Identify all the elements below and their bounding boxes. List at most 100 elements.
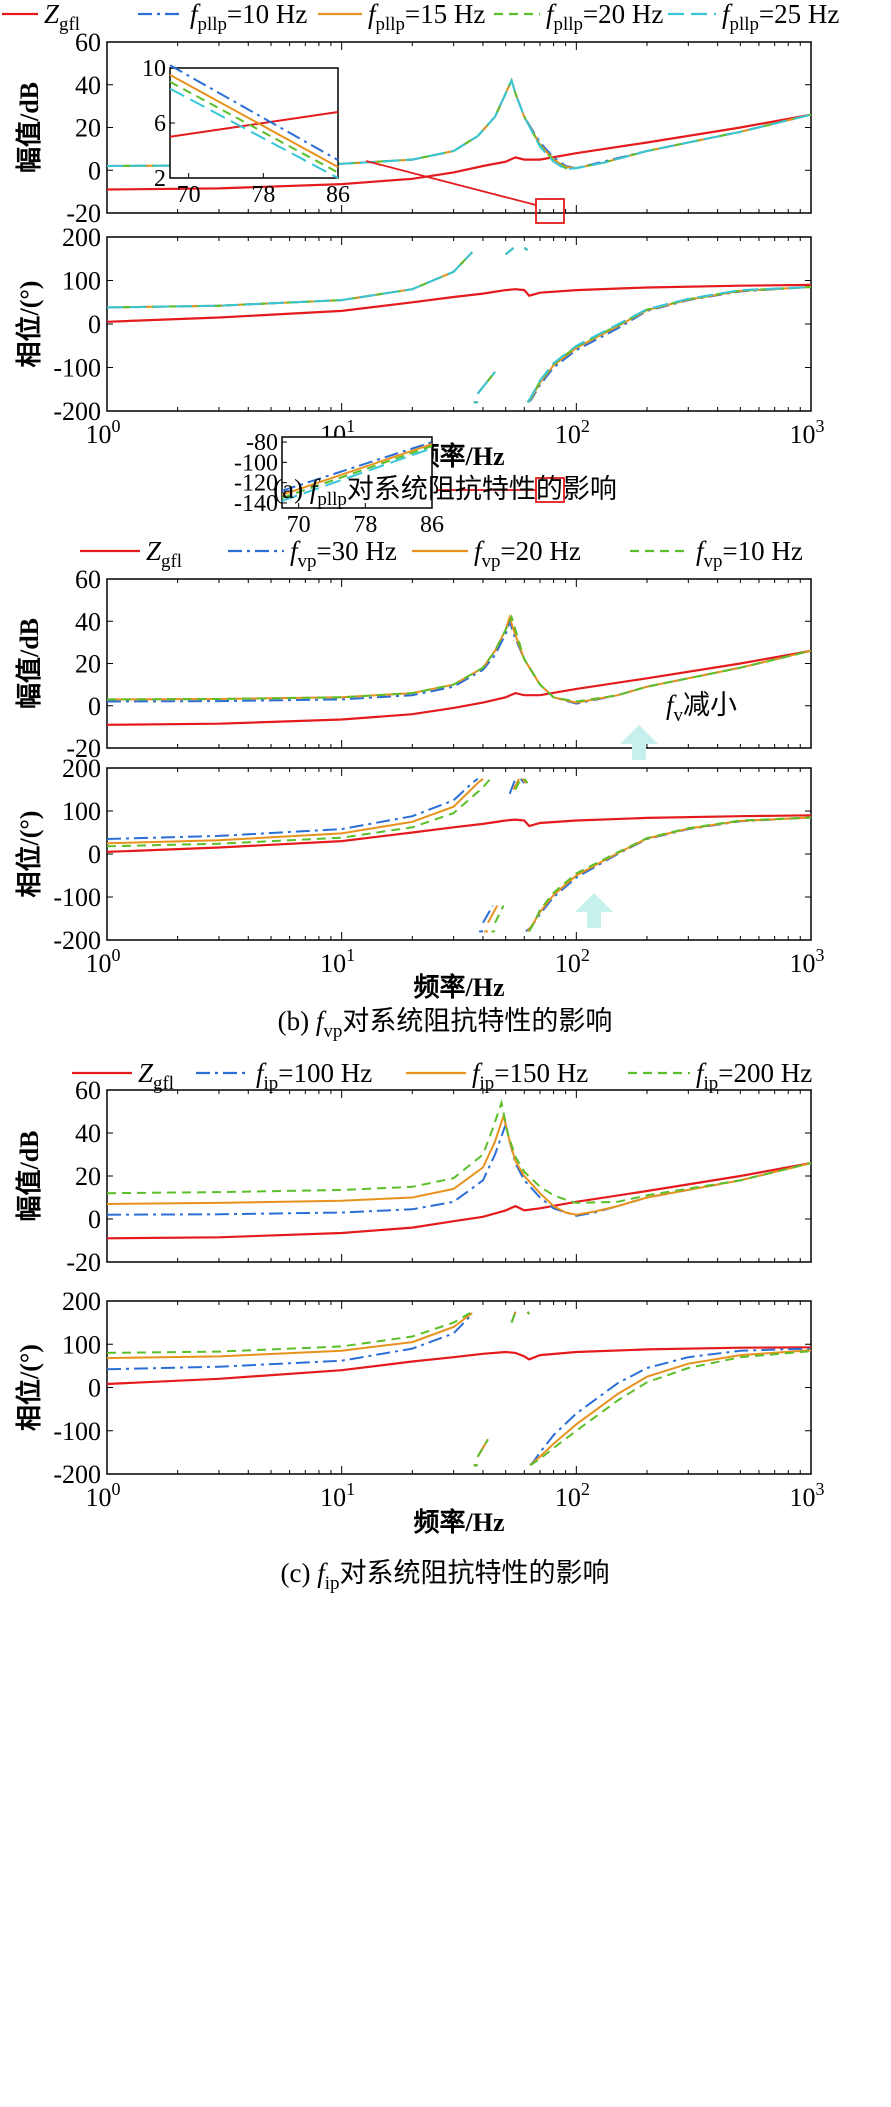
inset-x-tick-label: 86 [326,182,350,208]
series-line-segment [106,251,473,309]
series-line-segment [106,251,473,309]
chart-mag-3: 60 40 20 0 -20 幅值/dB [15,1076,812,1277]
x-axis-label: 频率/Hz [414,1507,505,1537]
annotation-text-subscript: v [674,705,684,726]
x-tick-label: 101 [320,1479,355,1512]
caption-part: 对系统阻抗特性的影响 [340,1558,610,1588]
x-tick-base: 10 [790,420,816,449]
x-tick-exponent: 2 [581,416,590,436]
series-line-segment [476,371,496,395]
inset-series-line [281,447,433,502]
legend-1: Zgfl fpllp=10 Hz fpllp=15 Hz fpllp=20 Hz fpl… [2,0,839,35]
legend-label-subscript: ip [704,1073,719,1094]
y-tick-label: -200 [53,926,101,955]
series-f-ip-100-Hz [106,1311,812,1467]
series-Z-gfl [106,814,812,853]
y-tick-label: 60 [75,1076,101,1105]
series-f-vp-10-Hz [106,614,812,703]
caption-part: f [317,1558,328,1588]
legend-label: fpllp=15 Hz [368,0,485,35]
legend-label-text: =20 Hz [583,0,663,29]
series-Z-gfl [106,1346,812,1386]
legend-label: fip=150 Hz [472,1058,588,1094]
x-tick-base: 10 [86,949,112,978]
legend-label-symbol: Z [146,536,162,566]
x-tick-exponent: 3 [816,1479,825,1499]
series-line-segment [525,816,812,933]
legend-label-symbol: f [190,0,201,29]
series-line-segment [514,778,522,790]
series-line [106,113,812,191]
series-line [106,649,812,726]
zoom-region-box [535,198,565,224]
x-tick-label: 103 [790,945,825,978]
y-tick-label: 40 [75,71,101,100]
inset-x-tick-label: 86 [420,512,444,538]
figure-caption-3: (c) fip对系统阻抗特性的影响 [280,1558,609,1594]
series-f-vp-10-Hz [106,778,812,933]
series-line-segment [106,251,473,309]
legend-label-subscript: pllp [554,14,583,35]
figure-caption-1: (a) fpllp对系统阻抗特性的影响 [273,474,617,510]
inset-frame [169,67,339,179]
y-tick-label: 0 [88,1374,101,1403]
y-tick-label: -100 [53,354,101,383]
plot-frame [106,1089,812,1263]
series-f-pllp-10-Hz [106,247,812,404]
legend-label-symbol: f [472,1058,483,1088]
inset-series-line [169,64,339,161]
series-line-segment [523,778,529,784]
annotation-fv-decrease: fv减小 [575,690,737,928]
legend-label-text: =150 Hz [494,1058,588,1088]
plot-frame [106,578,812,749]
series-f-ip-200-Hz [106,1099,812,1204]
y-tick-label: -20 [66,199,101,228]
inset-series-line [169,74,339,168]
legend-label: fip=100 Hz [256,1058,372,1094]
caption-part: (c) [280,1558,317,1588]
x-tick-label: 100 [86,1479,121,1512]
series-line-segment [528,816,812,932]
inset-series-line [169,80,339,174]
legend-label: fpllp=25 Hz [722,0,839,35]
series-line-segment [476,1438,489,1458]
legend-label-text: =15 Hz [405,0,485,29]
legend-label-subscript: pllp [730,14,759,35]
legend-label: Zgfl [146,536,182,572]
inset-series-line [281,443,433,496]
series-line-segment [505,247,515,256]
inset-x-tick-label: 70 [177,182,201,208]
y-axis-label: 相位/(°) [14,281,44,368]
series-line-segment [106,778,479,840]
legend-label-symbol: f [546,0,557,29]
up-arrow-magnitude [620,725,658,760]
caption-part: vp [323,1021,342,1042]
y-axis-label: 幅值/dB [15,82,44,173]
y-tick-label: -20 [66,734,101,763]
x-tick-base: 10 [320,1483,346,1512]
x-tick-label: 101 [320,945,355,978]
inset-magnitude: 70 78 86 10 6 2 [142,56,350,208]
legend-label-symbol: f [722,0,733,29]
legend-label: fvp=30 Hz [290,536,397,572]
x-tick-label: 103 [790,1479,825,1512]
y-axis-label: 幅值/dB [15,1130,44,1221]
series-line-segment [526,286,812,403]
x-tick-base: 10 [555,1483,581,1512]
x-tick-exponent: 0 [112,416,121,436]
annotation-text: fv减小 [666,690,737,726]
plot-frame [106,767,812,941]
x-tick-base: 10 [555,949,581,978]
legend-label-text: =100 Hz [278,1058,372,1088]
zoom-link-line [365,160,537,206]
legend-label-subscript: ip [264,1073,279,1094]
legend-label-symbol: f [256,1058,267,1088]
series-line [106,1099,812,1204]
y-tick-label: 0 [88,840,101,869]
legend-label-text: =10 Hz [227,0,307,29]
legend-label-text: =10 Hz [722,536,802,566]
legend-label-symbol: f [696,1058,707,1088]
series-line-segment [529,1347,812,1466]
series-f-ip-150-Hz [106,1311,812,1467]
